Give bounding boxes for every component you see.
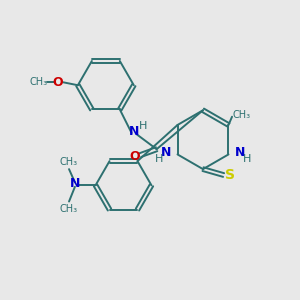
Text: N: N — [160, 146, 171, 159]
Text: S: S — [224, 168, 235, 182]
Text: O: O — [52, 76, 63, 89]
Text: N: N — [235, 146, 245, 159]
Text: N: N — [129, 125, 139, 138]
Text: CH₃: CH₃ — [60, 204, 78, 214]
Text: CH₃: CH₃ — [60, 157, 78, 167]
Text: H: H — [139, 121, 147, 130]
Text: CH₃: CH₃ — [30, 77, 48, 87]
Text: N: N — [70, 177, 80, 190]
Text: H: H — [243, 154, 252, 164]
Text: O: O — [130, 150, 140, 163]
Text: CH₃: CH₃ — [233, 110, 251, 120]
Text: H: H — [154, 154, 163, 164]
